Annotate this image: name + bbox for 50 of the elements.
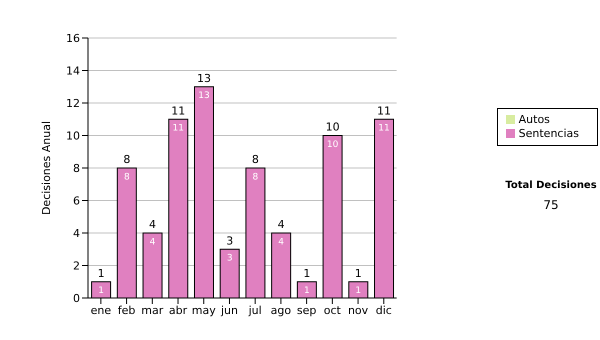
x-tick-label: ago: [270, 304, 292, 317]
y-axis-title: Decisiones Anual: [40, 120, 53, 216]
data-label: 4: [150, 237, 156, 248]
text: 75: [542, 198, 560, 212]
data-label: 1: [98, 286, 104, 296]
x-tick-label: abr: [168, 304, 188, 317]
y-tick-label: 8: [73, 162, 80, 175]
x-tick-label: oct: [324, 304, 342, 317]
data-label: 1: [355, 286, 362, 296]
y-tick-label: 16: [66, 32, 80, 45]
x-tick-label: feb: [118, 304, 136, 317]
total-label: 11: [171, 104, 186, 118]
y-tick-label: 4: [73, 226, 80, 240]
data-label: 3: [226, 254, 233, 264]
y-tick-label: 2: [73, 259, 80, 272]
y-tick-label: 10: [66, 129, 80, 142]
total-label: 8: [123, 153, 130, 166]
text: Total Decisiones: [504, 180, 598, 191]
data-label: 11: [378, 124, 390, 134]
total-label: 3: [226, 234, 234, 248]
data-label: 1: [304, 286, 310, 296]
y-tick-label: 14: [66, 64, 80, 78]
total-label: 1: [303, 266, 310, 280]
x-tick-label: may: [192, 304, 216, 317]
total-label: 4: [149, 218, 156, 231]
x-tick-label: nov: [348, 304, 369, 317]
x-tick-label: sep: [296, 304, 316, 317]
x-tick-label: jul: [248, 304, 262, 317]
y-tick-label: 0: [73, 292, 80, 305]
total-label: 1: [354, 266, 362, 280]
data-label: 8: [124, 172, 130, 182]
data-label: 8: [252, 172, 259, 182]
x-tick-label: ene: [90, 304, 112, 317]
data-label: 11: [172, 124, 184, 134]
total-label: 10: [326, 120, 340, 134]
x-tick-label: dic: [376, 304, 392, 317]
y-tick-label: 6: [73, 194, 80, 208]
total-label: 4: [278, 218, 285, 231]
total-label: 13: [196, 72, 211, 85]
y-tick-label: 12: [66, 96, 80, 110]
x-tick-label: jun: [220, 304, 238, 317]
data-label: 4: [278, 237, 284, 248]
total-label: 8: [252, 153, 259, 166]
data-label: 10: [326, 140, 339, 150]
total-label: 1: [98, 266, 105, 280]
x-tick-label: mar: [141, 304, 164, 317]
legend-label: Sentencias: [518, 127, 579, 140]
total-label: 11: [377, 104, 392, 118]
legend-label: Autos: [518, 113, 550, 126]
data-label: 13: [198, 91, 210, 102]
